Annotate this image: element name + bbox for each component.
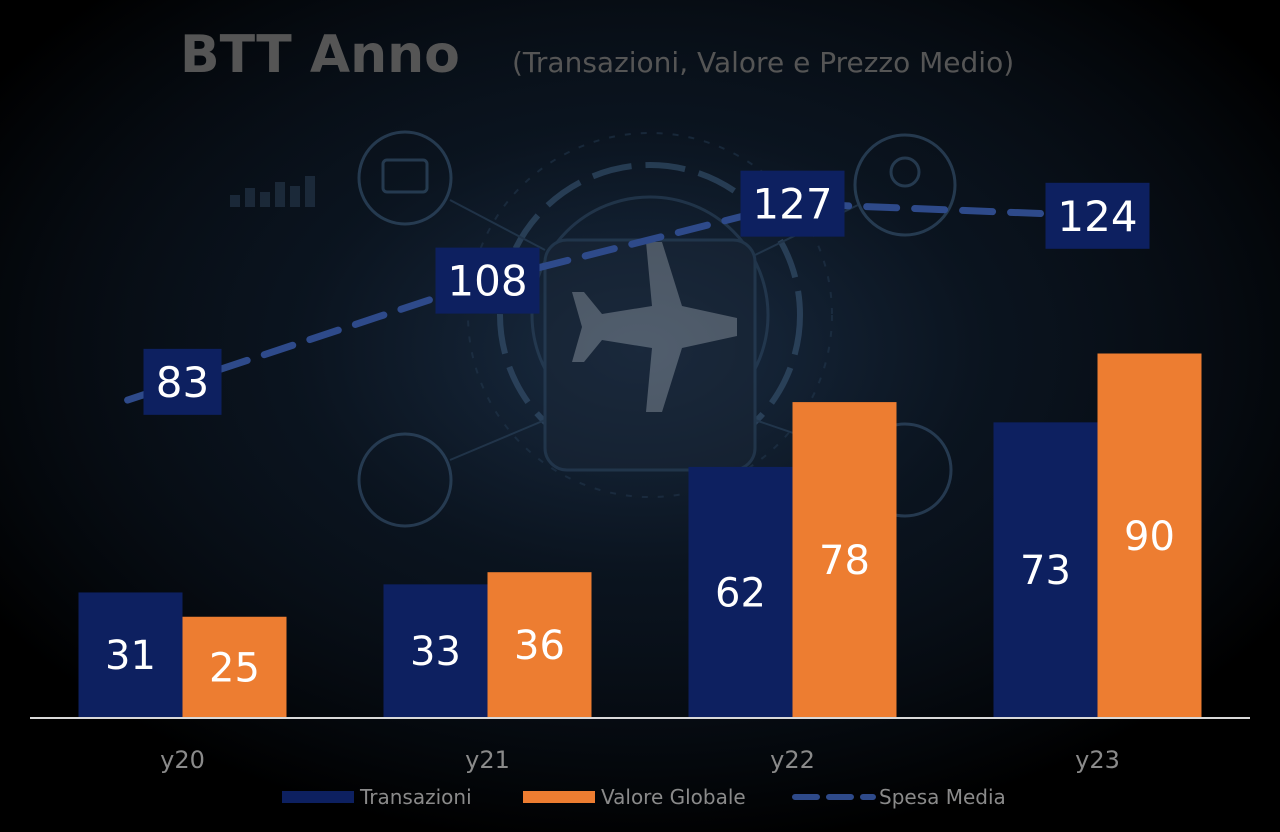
bar-transazioni-y20 [78,592,183,718]
point-label-box [1045,182,1150,249]
bar-label-transazioni-y22: 62 [715,570,766,616]
point-label-spesa-media-y23: 124 [1045,182,1150,249]
point-label-spesa-media-y20: 83 [143,348,222,415]
bar-label-transazioni-y23: 73 [1020,548,1071,594]
legend-item-spesa-media: Spesa Media [792,785,1006,809]
bar-transazioni-y22 [688,466,793,718]
legend-label: Transazioni [359,785,472,809]
x-tick-label-y23: y23 [1075,746,1120,774]
bar-label-valore-globale-y22: 78 [819,538,870,584]
point-label-box [435,247,540,314]
legend-swatch [523,791,595,803]
bar-label-valore-globale-y20: 25 [209,645,260,691]
bar-valore-globale-y20 [182,616,287,718]
point-label-spesa-media-y21: 108 [435,247,540,314]
line-series-spesa-media [124,200,1101,404]
legend-label: Valore Globale [601,785,746,809]
bar-valore-globale-y21 [487,572,592,718]
bar-transazioni-y23 [993,422,1098,718]
bar-label-valore-globale-y21: 36 [514,623,565,669]
bar-valore-globale-y22 [792,402,897,718]
point-label-text: 108 [447,257,527,306]
airplane-tech-icon [230,130,957,528]
chart-title: BTT Anno [180,25,460,85]
point-label-text: 83 [156,358,209,407]
x-tick-label-y20: y20 [160,746,205,774]
bar-label-transazioni-y20: 31 [105,633,156,679]
legend-item-transazioni: Transazioni [282,785,472,809]
legend-item-valore-globale: Valore Globale [523,785,746,809]
point-label-text: 127 [752,180,832,229]
line-layer [124,200,1101,404]
bar-transazioni-y21 [383,584,488,718]
x-axis-ticks: y20 y21 y22 y23 [160,746,1120,774]
bar-valore-globale-y23 [1097,353,1202,718]
chart-subtitle: (Transazioni, Valore e Prezzo Medio) [512,46,1014,79]
labels-layer: 31 33 62 73 25 36 78 90 83 108 127 124 [105,170,1175,691]
point-label-text: 124 [1057,192,1137,241]
point-label-box [143,348,222,415]
legend-label: Spesa Media [879,785,1006,809]
x-tick-label-y21: y21 [465,746,510,774]
bars-layer [78,353,1202,718]
legend-swatch [282,791,354,803]
bar-label-transazioni-y21: 33 [410,629,461,675]
bar-label-valore-globale-y23: 90 [1124,514,1175,560]
point-label-spesa-media-y22: 127 [740,170,845,237]
point-label-box [740,170,845,237]
x-tick-label-y22: y22 [770,746,815,774]
legend: Transazioni Valore Globale Spesa Media [282,785,1006,809]
